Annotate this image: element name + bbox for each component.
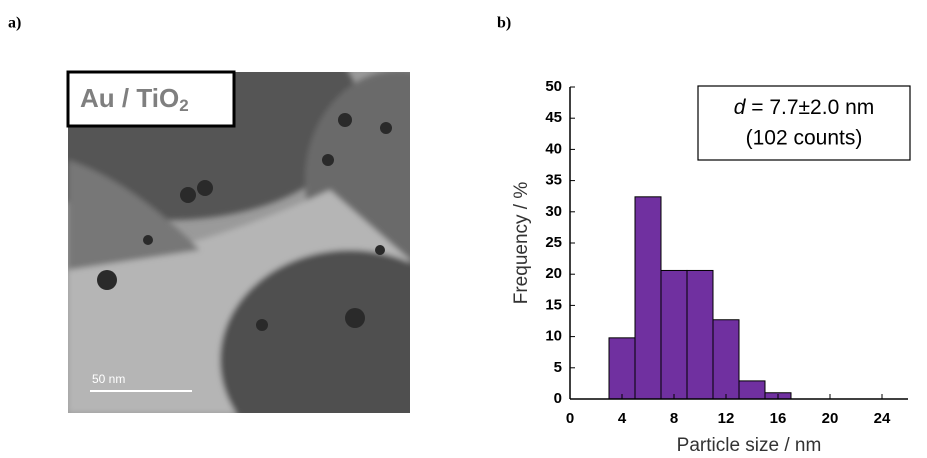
bar <box>686 269 714 400</box>
bar <box>712 319 740 400</box>
x-tick-label: 0 <box>566 410 574 427</box>
y-tick-label: 30 <box>545 203 562 220</box>
y-tick-label: 5 <box>554 359 562 376</box>
x-tick-label: 4 <box>618 410 627 427</box>
tem-image: 50 nm Au / TiO2 <box>66 70 410 413</box>
histogram: 0 5 10 15 20 25 30 35 40 45 50 0 4 8 12 16 20 24 Particle … <box>511 78 911 456</box>
x-tick-label: 12 <box>718 410 735 427</box>
y-tick-label: 45 <box>545 109 562 126</box>
x-tick-label: 8 <box>670 410 678 427</box>
bar <box>738 380 766 400</box>
bar <box>660 269 688 400</box>
bar <box>634 196 662 400</box>
y-tick-label: 35 <box>545 172 562 189</box>
annotation: d = 7.7±2.0 nm <box>734 96 875 119</box>
x-tick-label: 20 <box>822 410 839 427</box>
y-tick-label: 0 <box>554 390 562 407</box>
bar <box>608 337 636 400</box>
image-label: Au / TiO2 <box>80 83 189 116</box>
scale-bar-label: 50 nm <box>92 372 125 386</box>
y-tick-label: 40 <box>545 140 562 157</box>
y-axis-label: Frequency / % <box>511 182 532 305</box>
x-axis-label: Particle size / nm <box>677 435 822 456</box>
x-tick-label: 16 <box>770 410 787 427</box>
y-tick-label: 25 <box>545 234 562 251</box>
y-tick-label: 15 <box>545 296 562 313</box>
x-tick-label: 24 <box>874 410 891 427</box>
image-label-main: Au / TiO <box>80 83 179 113</box>
y-tick-label: 50 <box>545 78 562 95</box>
panel-label: a) <box>8 15 21 32</box>
panel-label: b) <box>497 15 511 32</box>
y-tick-label: 20 <box>545 265 562 282</box>
annotation-text: = 7.7±2.0 nm <box>745 96 874 119</box>
annotation-box <box>697 85 911 161</box>
y-tick-label: 10 <box>545 328 562 345</box>
annotation-counts: (102 counts) <box>746 127 863 150</box>
annotation-symbol: d <box>734 96 747 119</box>
image-label-sub: 2 <box>179 96 188 115</box>
